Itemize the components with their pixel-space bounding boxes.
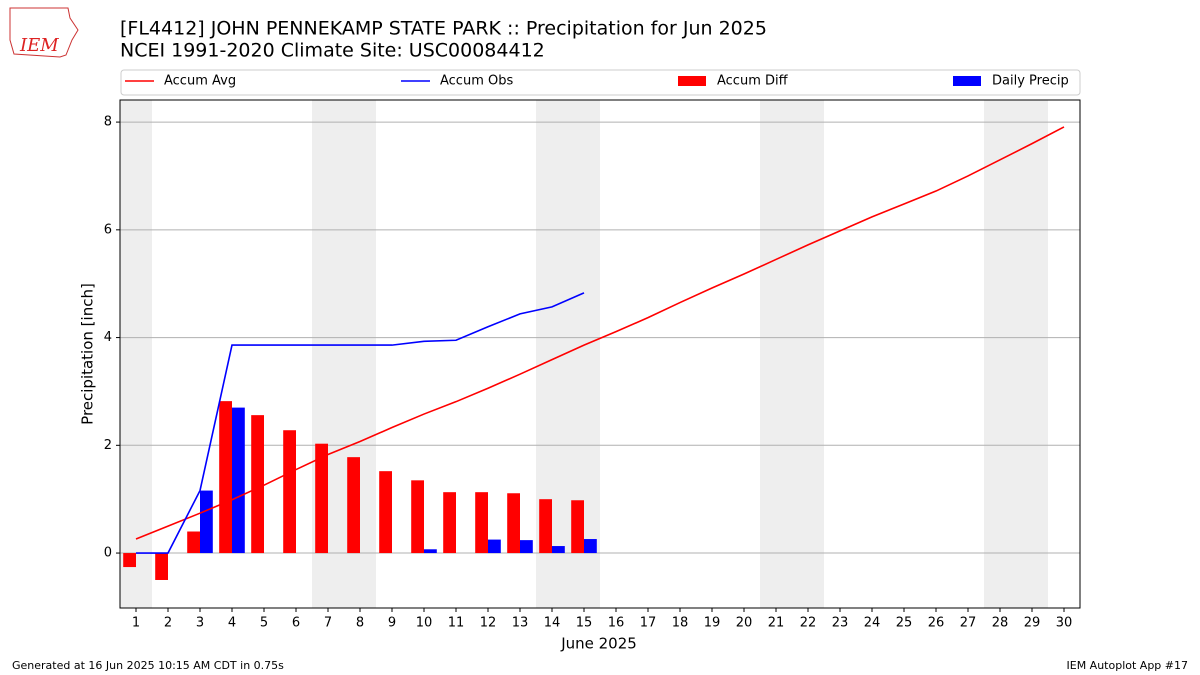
logo-outline xyxy=(9,7,79,58)
bar xyxy=(232,407,245,554)
bar xyxy=(507,493,520,554)
weekend-band xyxy=(984,100,1048,608)
x-tick-label: 2 xyxy=(164,616,172,631)
x-tick-label: 23 xyxy=(832,616,849,631)
bar xyxy=(571,500,584,554)
line xyxy=(136,292,585,554)
bar xyxy=(552,546,565,554)
x-tick-label: 27 xyxy=(960,616,977,631)
x-tick-label: 14 xyxy=(544,616,561,631)
x-tick-label: 22 xyxy=(800,616,817,631)
bar xyxy=(584,539,597,554)
logo: IEM xyxy=(9,7,79,58)
bar xyxy=(315,443,328,554)
bar xyxy=(539,499,552,554)
x-tick-label: 7 xyxy=(324,616,332,631)
x-tick-label: 20 xyxy=(736,616,753,631)
y-tick-label: 8 xyxy=(104,115,112,130)
x-tick-label: 3 xyxy=(196,616,204,631)
weekend-band xyxy=(120,100,152,608)
bar xyxy=(155,553,168,580)
y-tick-label: 6 xyxy=(104,222,112,237)
bar xyxy=(200,490,213,554)
legend-label: Accum Obs xyxy=(440,74,513,89)
bar xyxy=(219,401,232,554)
footer-right: IEM Autoplot App #17 xyxy=(1067,659,1189,672)
chart-subtitle: NCEI 1991-2020 Climate Site: USC00084412 xyxy=(120,40,545,62)
x-tick-label: 9 xyxy=(388,616,396,631)
x-tick-label: 1 xyxy=(132,616,140,631)
x-tick-label: 24 xyxy=(864,616,881,631)
bar xyxy=(347,457,360,554)
x-tick-label: 8 xyxy=(356,616,364,631)
bar xyxy=(251,415,264,554)
y-tick-label: 0 xyxy=(104,546,112,561)
legend-box xyxy=(120,69,1081,96)
x-tick-label: 21 xyxy=(768,616,785,631)
weekend-band xyxy=(760,100,824,608)
x-tick-label: 5 xyxy=(260,616,268,631)
x-tick-label: 15 xyxy=(576,616,593,631)
legend-label: Accum Avg xyxy=(164,74,236,89)
x-tick-label: 25 xyxy=(896,616,913,631)
bar xyxy=(488,539,501,554)
chart-title: [FL4412] JOHN PENNEKAMP STATE PARK :: Pr… xyxy=(120,18,767,40)
plot-frame xyxy=(119,99,1081,609)
x-tick-label: 30 xyxy=(1056,616,1073,631)
bar xyxy=(424,549,437,554)
x-tick-label: 16 xyxy=(608,616,625,631)
x-tick-label: 17 xyxy=(640,616,657,631)
x-axis-label: June 2025 xyxy=(560,635,637,653)
bar xyxy=(379,471,392,554)
bar xyxy=(443,492,456,554)
line xyxy=(135,126,1065,540)
x-tick-label: 29 xyxy=(1024,616,1041,631)
logo-text: IEM xyxy=(19,35,59,56)
legend-swatch xyxy=(678,76,706,86)
y-tick-label: 4 xyxy=(104,330,112,345)
x-tick-label: 18 xyxy=(672,616,689,631)
footer-left: Generated at 16 Jun 2025 10:15 AM CDT in… xyxy=(12,659,284,672)
y-axis-label: Precipitation [inch] xyxy=(79,283,97,425)
x-tick-label: 19 xyxy=(704,616,721,631)
x-tick-label: 10 xyxy=(416,616,433,631)
y-tick-label: 2 xyxy=(104,438,112,453)
bar xyxy=(187,531,200,554)
bar xyxy=(475,492,488,554)
legend-swatch xyxy=(953,76,981,86)
x-tick-label: 12 xyxy=(480,616,497,631)
x-tick-label: 6 xyxy=(292,616,300,631)
x-tick-label: 11 xyxy=(448,616,465,631)
legend-label: Accum Diff xyxy=(717,74,789,89)
bar xyxy=(411,480,424,554)
x-tick-label: 28 xyxy=(992,616,1009,631)
x-tick-label: 13 xyxy=(512,616,529,631)
bar xyxy=(520,540,533,554)
x-tick-label: 26 xyxy=(928,616,945,631)
bar xyxy=(123,553,136,568)
bar xyxy=(283,430,296,554)
legend-label: Daily Precip xyxy=(992,74,1069,89)
x-tick-label: 4 xyxy=(228,616,236,631)
